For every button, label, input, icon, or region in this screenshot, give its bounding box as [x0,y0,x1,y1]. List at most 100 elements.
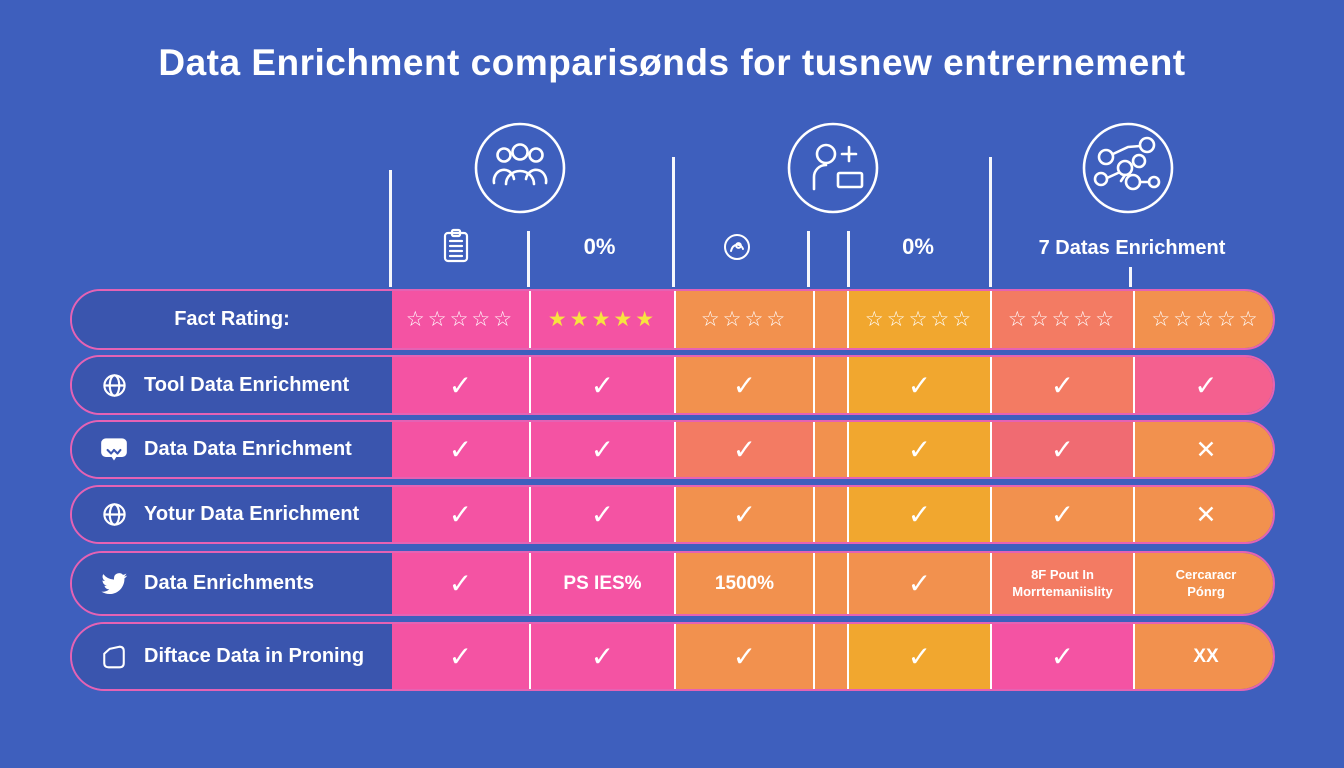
cell-data-enrichments-2: PS IES% [529,553,674,614]
network-icon [1082,122,1174,214]
row-label-text: Data Data Enrichment [144,438,352,460]
check-icon: ✓ [448,568,473,599]
row-label-text: Fact Rating: [174,308,290,330]
column-header-label: 0% [583,234,616,259]
cell-diftace-data-in-proning-4: ✓ [847,624,990,689]
row-label: Data Enrichments [72,553,392,614]
table-row: Data Data Enrichment ✓ ✓ ✓ ✓ ✓ ✕ [70,420,1275,479]
check-icon: ✓ [1050,499,1075,530]
row-label-text: Tool Data Enrichment [144,373,350,396]
cell-data-enrichments-6: Cercaracr Pónrg [1133,553,1273,614]
cell-yotur-data-enrichment-6: ✕ [1133,487,1273,542]
person-add-icon [787,122,879,214]
cell-diftace-data-in-proning-6: XX [1133,624,1273,689]
row-label-text: Data Enrichments [144,572,315,594]
cell-fact-rating--5: ☆☆☆☆☆ [990,291,1133,348]
check-icon: ✓ [907,499,932,530]
cell-data-data-enrichment-6: ✕ [1133,422,1273,477]
cell-fact-rating--3: ☆☆☆☆ [674,291,813,348]
cell-yotur-data-enrichment-2: ✓ [529,487,674,542]
column-header-label: 7 Datas Enrichment [1038,237,1226,259]
tag-icon [98,644,130,670]
filler-cell [813,291,847,348]
cell-data-enrichments-3: 1500% [674,553,813,614]
column-header-label: 0% [902,234,934,259]
column-divider [389,170,392,287]
cell-yotur-data-enrichment-1: ✓ [392,487,529,542]
cell-text: Pónrg [1187,583,1225,599]
cell-data-data-enrichment-4: ✓ [847,422,990,477]
rating-stars-outline: ☆☆☆☆☆ [405,308,516,331]
check-icon: ✓ [732,499,757,530]
check-icon: ✓ [1050,369,1075,401]
cell-fact-rating--4: ☆☆☆☆☆ [847,291,990,348]
row-label: Diftace Data in Proning [72,624,392,689]
check-icon: ✓ [448,499,473,530]
rating-stars-outline: ☆☆☆☆☆ [864,308,975,331]
cell-data-enrichments-1: ✓ [392,553,529,614]
rating-stars-outline: ☆☆☆☆☆ [1151,308,1261,331]
x-icon: ✕ [1195,435,1217,464]
cell-data-data-enrichment-2: ✓ [529,422,674,477]
cell-text: 8F Pout In [1031,566,1094,582]
check-icon: ✓ [1194,369,1218,401]
cell-text: XX [1193,645,1219,667]
chat-icon [98,437,130,463]
team-icon [474,122,566,214]
cell-tool-data-enrichment-5: ✓ [990,357,1133,413]
column-divider [1129,267,1132,287]
badge-icon [724,234,750,260]
check-icon: ✓ [907,369,932,401]
cell-yotur-data-enrichment-3: ✓ [674,487,813,542]
cell-data-data-enrichment-3: ✓ [674,422,813,477]
filler-cell [813,487,847,542]
check-icon: ✓ [590,369,615,401]
table-row: Fact Rating: ☆☆☆☆☆ ★★★★★ ☆☆☆☆ ☆☆☆☆☆ ☆☆☆☆☆ ☆☆☆☆… [70,289,1275,350]
check-icon: ✓ [590,499,615,530]
column-divider [847,231,850,287]
check-icon: ✓ [590,434,615,465]
check-icon: ✓ [1050,434,1075,465]
cell-tool-data-enrichment-3: ✓ [674,357,813,413]
column-divider [672,157,675,287]
filler-cell [813,357,847,413]
check-icon: ✓ [1050,641,1075,672]
cell-data-data-enrichment-5: ✓ [990,422,1133,477]
cell-diftace-data-in-proning-3: ✓ [674,624,813,689]
check-icon: ✓ [732,434,757,465]
rating-stars-filled: ★★★★★ [547,308,658,331]
table-row: Yotur Data Enrichment ✓ ✓ ✓ ✓ ✓ ✕ [70,485,1275,544]
column-divider [807,231,810,287]
filler-cell [813,553,847,614]
check-icon: ✓ [907,434,932,465]
rating-stars-outline: ☆☆☆☆ [700,308,789,331]
check-icon: ✓ [590,641,615,672]
row-label-text: Yotur Data Enrichment [144,503,360,525]
cell-diftace-data-in-proning-2: ✓ [529,624,674,689]
cell-tool-data-enrichment-2: ✓ [529,357,674,413]
check-icon: ✓ [732,369,757,401]
cell-yotur-data-enrichment-5: ✓ [990,487,1133,542]
cell-fact-rating--2: ★★★★★ [529,291,674,348]
cell-data-enrichments-4: ✓ [847,553,990,614]
cell-text: PS IES% [563,572,642,594]
filler-cell [813,624,847,689]
cell-fact-rating--1: ☆☆☆☆☆ [392,291,529,348]
x-icon: ✕ [1195,500,1217,529]
row-label-text: Diftace Data in Proning [144,645,365,667]
cell-diftace-data-in-proning-1: ✓ [392,624,529,689]
cell-tool-data-enrichment-4: ✓ [847,357,990,413]
cell-data-enrichments-5: 8F Pout In Morrtemaniislity [990,553,1133,614]
check-icon: ✓ [907,641,932,672]
column-divider [989,157,992,287]
cell-fact-rating--6: ☆☆☆☆☆ [1133,291,1273,348]
table-row: Diftace Data in Proning ✓ ✓ ✓ ✓ ✓ XX [70,622,1275,691]
check-icon: ✓ [448,434,473,465]
row-label: Fact Rating: [72,291,392,348]
globe-icon [98,372,130,399]
cell-text: 1500% [714,572,775,594]
cell-data-data-enrichment-1: ✓ [392,422,529,477]
row-label: Data Data Enrichment [72,422,392,477]
